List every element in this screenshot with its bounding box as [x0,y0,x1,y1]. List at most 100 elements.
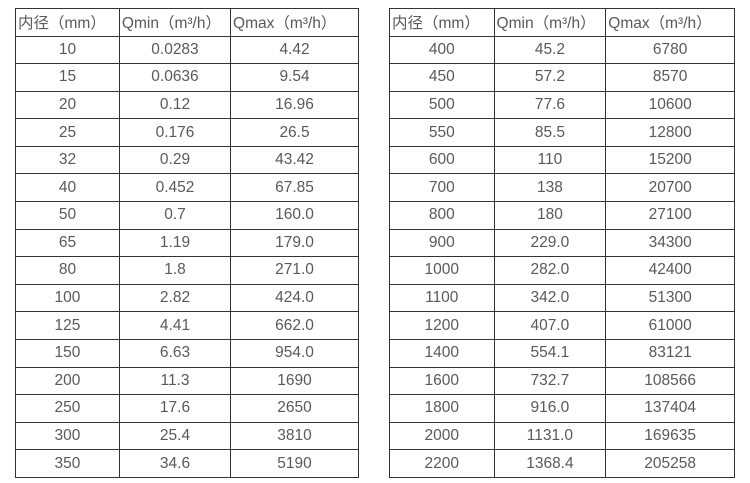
table-row: 80 1.8 271.0 [15,256,359,285]
table-cell: 42400 [605,256,735,285]
table-cell: 0.0636 [118,63,232,92]
table-cell: 16.96 [230,90,359,120]
table-row: 1100 342.0 51300 [389,283,735,313]
table-cell: 15 [15,63,120,92]
table-row: 25 0.176 26.5 [15,118,359,147]
table-cell: 110 [493,145,607,175]
table-cell: 342.0 [493,283,607,313]
table-cell: 32 [15,145,120,175]
table-row: 500 77.6 10600 [389,90,735,120]
table-row: 250 17.6 2650 [15,394,359,423]
table-cell: 34.6 [118,449,232,478]
table-cell: 100 [15,283,120,313]
table-row: 200 11.3 1690 [15,366,359,396]
table-cell: 1000 [389,256,495,285]
table-cell: 1800 [389,394,495,423]
column-header: 内径（mm） [389,8,495,37]
table-cell: 700 [389,173,495,203]
table-cell: 954.0 [230,338,359,368]
table-cell: 83121 [605,338,735,368]
table-cell: 25 [15,118,120,147]
table-cell: 45.2 [493,35,607,65]
table-cell: 61000 [605,311,735,340]
table-cell: 85.5 [493,118,607,147]
table-row: 65 1.19 179.0 [15,228,359,258]
table-cell: 2650 [230,394,359,423]
table-cell: 80 [15,256,120,285]
table-cell: 229.0 [493,228,607,258]
table-cell: 12800 [605,118,735,147]
table-cell: 1690 [230,366,359,396]
table-cell: 2000 [389,421,495,451]
table-cell: 20 [15,90,120,120]
table-cell: 350 [15,449,120,478]
table-cell: 17.6 [118,394,232,423]
table-cell: 200 [15,366,120,396]
table-cell: 51300 [605,283,735,313]
table-cell: 11.3 [118,366,232,396]
table-cell: 4.41 [118,311,232,340]
flow-table-large-diameters: 内径（mm） Qmin（m³/h） Qmax（m³/h） 400 45.2 6780 45… [389,8,735,478]
table-cell: 1131.0 [493,421,607,451]
table-row: 1400 554.1 83121 [389,338,735,368]
table-cell: 77.6 [493,90,607,120]
header-row: 内径（mm） Qmin（m³/h） Qmax（m³/h） [15,8,359,37]
table-cell: 10600 [605,90,735,120]
table-row: 2000 1131.0 169635 [389,421,735,451]
table-cell: 0.12 [118,90,232,120]
table-cell: 26.5 [230,118,359,147]
table-row: 300 25.4 3810 [15,421,359,451]
table-row: 2200 1368.4 205258 [389,449,735,478]
table-cell: 271.0 [230,256,359,285]
table-row: 15 0.0636 9.54 [15,63,359,92]
table-cell: 40 [15,173,120,203]
flow-table-small-diameters: 内径（mm） Qmin（m³/h） Qmax（m³/h） 10 0.0283 4.42 1… [15,8,359,478]
table-cell: 27100 [605,201,735,230]
table-cell: 2.82 [118,283,232,313]
table-row: 1600 732.7 108566 [389,366,735,396]
table-cell: 20700 [605,173,735,203]
table-row: 1800 916.0 137404 [389,394,735,423]
table-cell: 9.54 [230,63,359,92]
table-cell: 160.0 [230,201,359,230]
table-row: 100 2.82 424.0 [15,283,359,313]
table-row: 350 34.6 5190 [15,449,359,478]
table-row: 10 0.0283 4.42 [15,35,359,65]
table-cell: 662.0 [230,311,359,340]
table-cell: 169635 [605,421,735,451]
table-cell: 4.42 [230,35,359,65]
table-cell: 400 [389,35,495,65]
table-cell: 0.7 [118,201,232,230]
table-cell: 1200 [389,311,495,340]
table-cell: 500 [389,90,495,120]
table-cell: 732.7 [493,366,607,396]
table-cell: 5190 [230,449,359,478]
table-cell: 205258 [605,449,735,478]
table-header-row: 内径（mm） Qmin（m³/h） Qmax（m³/h） [15,8,359,37]
table-row: 150 6.63 954.0 [15,338,359,368]
table-row: 600 110 15200 [389,145,735,175]
table-cell: 450 [389,63,495,92]
table-cell: 282.0 [493,256,607,285]
table-cell: 25.4 [118,421,232,451]
table-body: 10 0.0283 4.42 15 0.0636 9.54 20 0.12 16.96 25 0.1… [15,35,359,478]
table-cell: 138 [493,173,607,203]
table-cell: 900 [389,228,495,258]
table-cell: 57.2 [493,63,607,92]
table-row: 125 4.41 662.0 [15,311,359,340]
column-header: 内径（mm） [15,8,120,37]
table-cell: 125 [15,311,120,340]
table-row: 700 138 20700 [389,173,735,203]
column-header: Qmax（m³/h） [230,8,359,37]
table-body: 400 45.2 6780 450 57.2 8570 500 77.6 10600 550 85.… [389,35,735,478]
table-cell: 179.0 [230,228,359,258]
table-row: 900 229.0 34300 [389,228,735,258]
table-cell: 180 [493,201,607,230]
table-cell: 150 [15,338,120,368]
table-row: 550 85.5 12800 [389,118,735,147]
table-header-row: 内径（mm） Qmin（m³/h） Qmax（m³/h） [389,8,735,37]
table-cell: 407.0 [493,311,607,340]
table-cell: 34300 [605,228,735,258]
table-cell: 554.1 [493,338,607,368]
table-cell: 2200 [389,449,495,478]
